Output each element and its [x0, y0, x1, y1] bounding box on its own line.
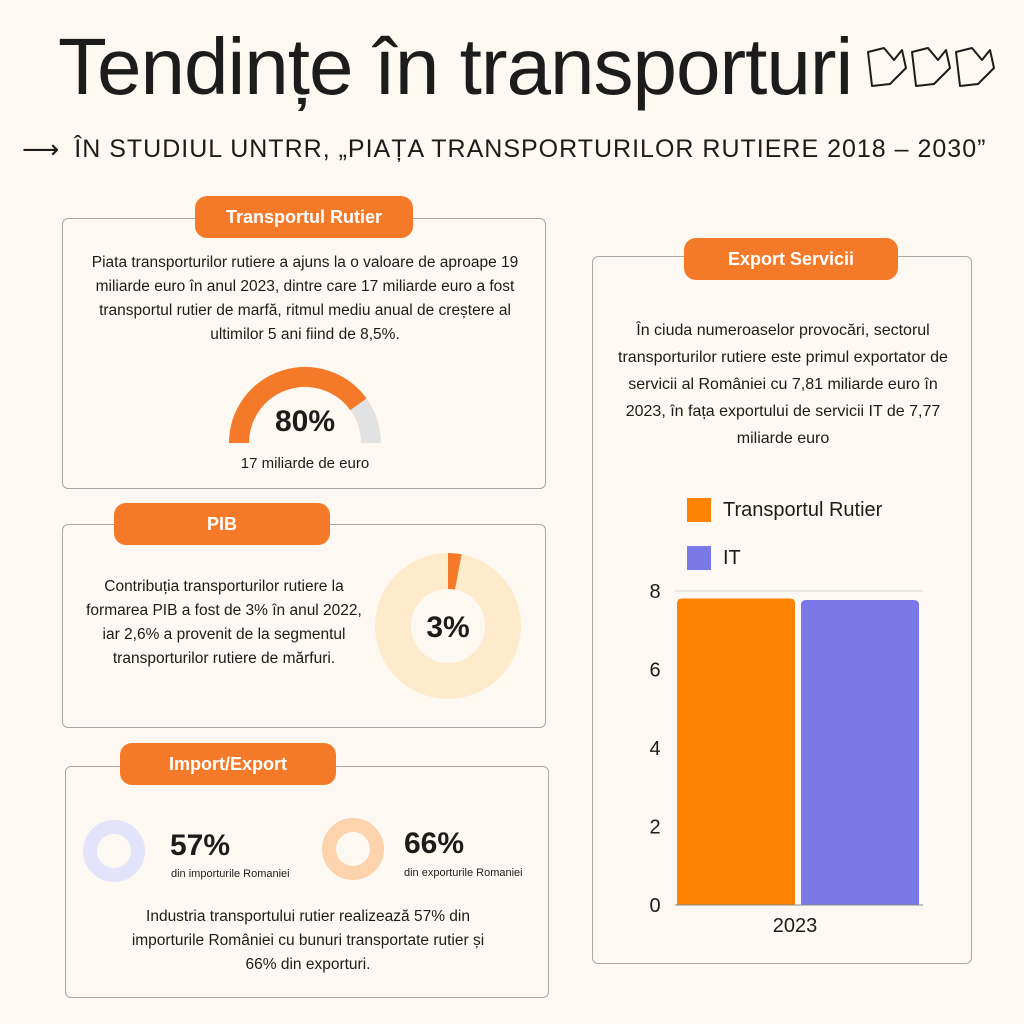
- y-tick-label: 2: [649, 817, 660, 839]
- gauge-caption: 17 miliarde de euro: [240, 455, 370, 472]
- y-tick-label: 4: [649, 738, 660, 760]
- road-transport-text: Piata transporturilor rutiere a ajuns la…: [91, 254, 519, 343]
- import-caption: din importurile Romaniei: [171, 868, 290, 880]
- bar-it: [801, 600, 919, 905]
- import-value: 57%: [170, 829, 231, 862]
- gdp-card: Contribuția transporturilor rutiere la f…: [62, 524, 546, 728]
- services-text: În ciuda numeroaselor provocări, sectoru…: [618, 322, 948, 447]
- donut-value: 3%: [426, 611, 470, 644]
- subtitle-text: ÎN STUDIUL UNTRR, „PIAȚA TRANSPORTURILOR…: [74, 135, 987, 163]
- bar-road: [677, 598, 795, 905]
- arrows-decoration-icon: [867, 47, 995, 87]
- gauge-fill: [229, 367, 367, 444]
- legend-road: Transportul Rutier: [687, 498, 882, 522]
- legend-swatch-road: [687, 498, 711, 522]
- services-bar-chart: 0 2 4 6 8 2023: [649, 581, 923, 937]
- import-ring-icon: [83, 820, 145, 882]
- export-value: 66%: [404, 827, 465, 860]
- gdp-label: PIB: [114, 503, 330, 545]
- legend-it: IT: [687, 546, 741, 570]
- road-transport-card: Piata transporturilor rutiere a ajuns la…: [62, 218, 546, 489]
- legend-swatch-it: [687, 546, 711, 570]
- gdp-donut: [375, 552, 521, 699]
- export-caption: din exporturile Romaniei: [404, 867, 523, 879]
- x-tick-label: 2023: [773, 915, 818, 937]
- legend-label-road: Transportul Rutier: [723, 498, 883, 521]
- gauge-value: 80%: [274, 405, 336, 438]
- y-tick-label: 0: [649, 895, 660, 917]
- road-transport-label: Transportul Rutier: [195, 196, 413, 238]
- export-ring-icon: [322, 818, 384, 880]
- arrow-right-icon: ⟶: [22, 134, 61, 164]
- subtitle: ⟶ ÎN STUDIUL UNTRR, „PIAȚA TRANSPORTURIL…: [22, 134, 986, 165]
- gdp-text: Contribuția transporturilor rutiere la f…: [86, 578, 362, 667]
- road-gauge: [229, 367, 381, 444]
- trade-label: Import/Export: [120, 743, 336, 785]
- trade-text: Industria transportului rutier realizeaz…: [131, 908, 485, 973]
- y-tick-label: 6: [649, 660, 660, 682]
- trade-card: 57% din importurile Romaniei 66% din exp…: [65, 766, 549, 998]
- legend-label-it: IT: [723, 546, 741, 569]
- donut-slice: [447, 552, 462, 590]
- services-label: Export Servicii: [684, 238, 898, 280]
- services-card: În ciuda numeroaselor provocări, sectoru…: [592, 256, 972, 964]
- page-title: Tendințe în transporturi: [58, 22, 853, 111]
- y-tick-label: 8: [649, 581, 660, 603]
